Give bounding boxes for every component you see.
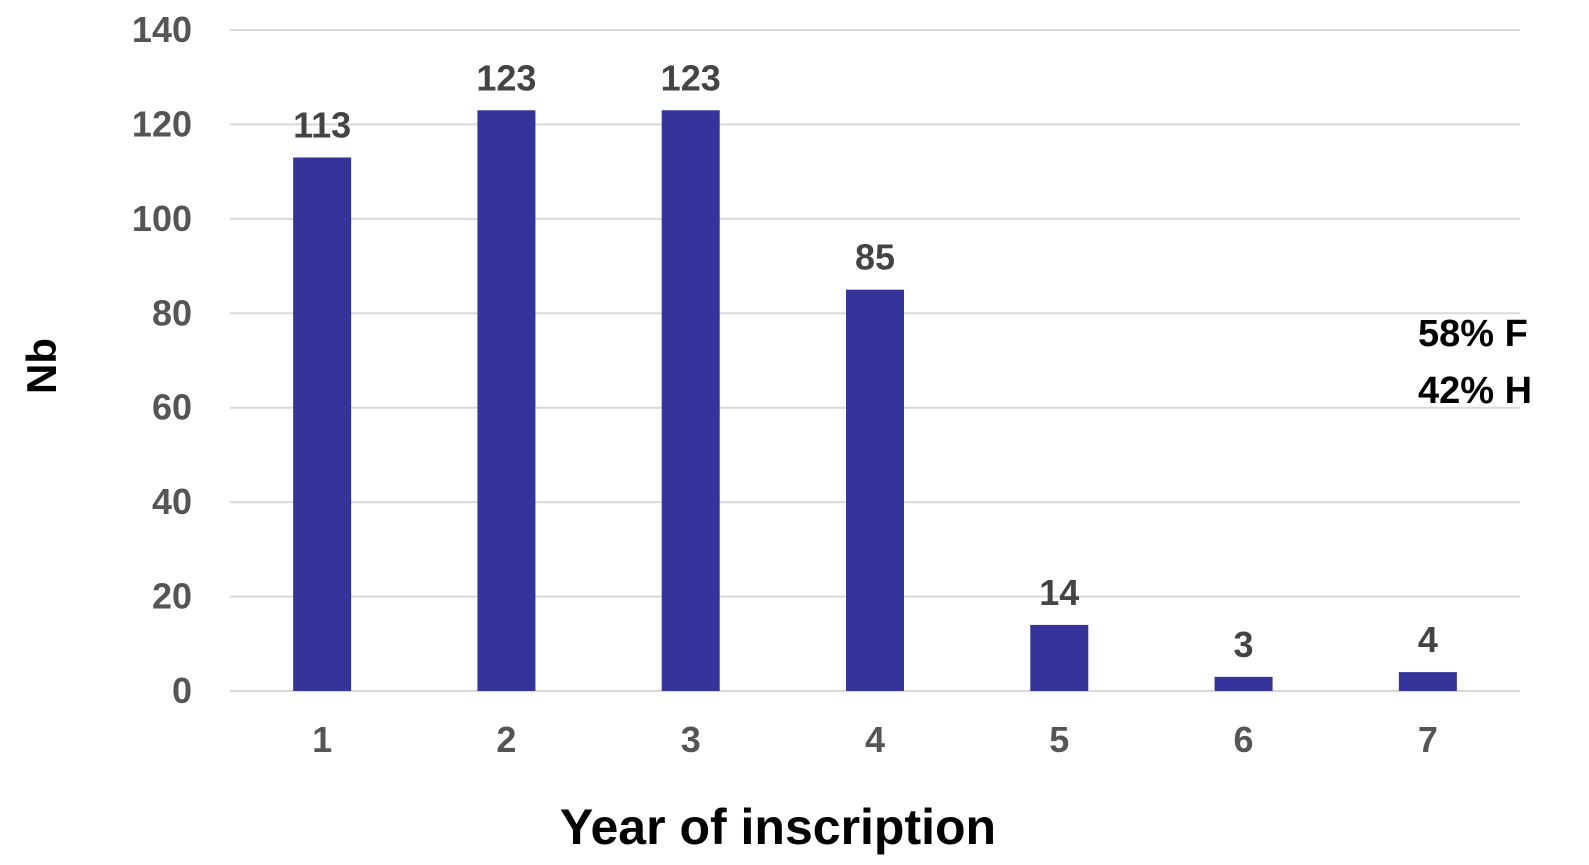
data-label-4: 85 [855,237,895,278]
annotation-male: 42% H [1418,370,1532,412]
annotation-female: 58% F [1418,313,1528,355]
bar-4 [846,289,904,691]
x-tick-label-4: 4 [865,719,885,760]
x-tick-label-3: 3 [681,719,701,760]
x-tick-label-7: 7 [1418,719,1438,760]
x-tick-label-1: 1 [312,719,332,760]
y-tick-label: 40 [152,481,192,522]
x-tick-label-5: 5 [1049,719,1069,760]
bar-7 [1398,672,1457,691]
y-tick-label: 140 [132,9,192,50]
y-tick-label: 20 [152,576,192,617]
data-label-1: 113 [293,104,351,145]
data-label-5: 14 [1039,572,1079,613]
data-label-3: 123 [661,57,721,98]
y-tick-label: 0 [172,670,192,711]
bar-5 [1030,624,1089,691]
bar-1 [293,157,352,691]
data-label-6: 3 [1234,624,1254,665]
bar-6 [1214,676,1273,691]
bar-3 [661,110,720,691]
y-tick-label: 120 [132,103,192,144]
y-axis-title: Nb [18,338,65,394]
x-axis-ticks: 1 2 3 4 5 6 7 [312,719,1438,760]
gender-annotation: 58% F 42% H [1418,313,1532,412]
y-axis-ticks: 0 20 40 60 80 100 120 140 [132,9,192,711]
y-tick-label: 60 [152,387,192,428]
y-tick-label: 100 [132,198,192,239]
x-tick-label-2: 2 [496,719,516,760]
bar-2 [477,110,536,691]
x-axis-title: Year of inscription [560,799,996,855]
x-tick-label-6: 6 [1234,719,1254,760]
data-label-7: 4 [1418,619,1438,660]
y-tick-label: 80 [152,292,192,333]
data-label-2: 123 [476,57,536,98]
bars [293,110,1457,691]
data-labels: 113 123 123 85 14 3 4 [293,57,1438,665]
